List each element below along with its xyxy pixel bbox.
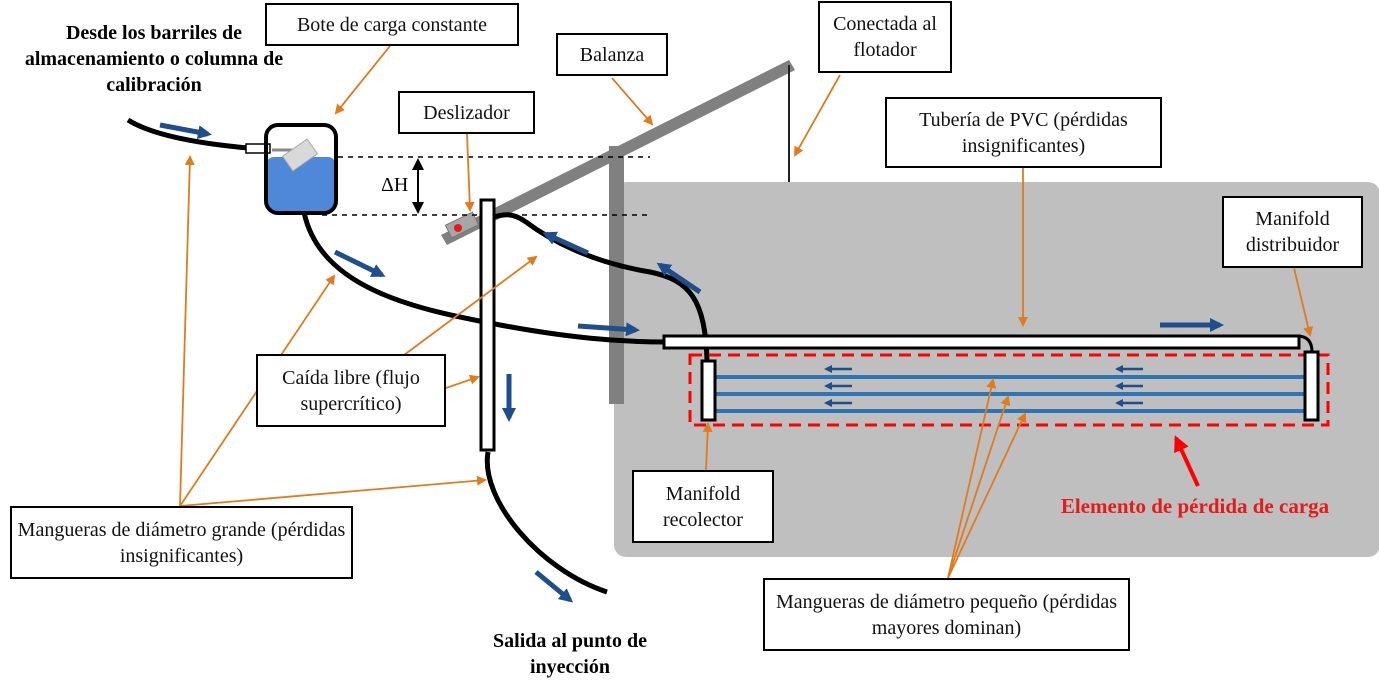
tank-water xyxy=(266,157,336,212)
source-label: Desde los barriles de almacenamiento o c… xyxy=(24,22,284,96)
balance-label: Balanza xyxy=(556,33,668,76)
inlet-hose xyxy=(126,117,249,151)
float-label: Conectada al flotador xyxy=(818,1,952,73)
free-fall-label: Caída libre (flujo supercrítico) xyxy=(256,354,446,427)
outlet-label: Salida al punto de inyección xyxy=(493,630,647,678)
large-hoses-label: Mangueras de diámetro grande (pérdidas i… xyxy=(10,506,353,579)
flow-arrows xyxy=(159,122,1224,603)
collector-manifold xyxy=(700,359,717,422)
small-flow-arrows xyxy=(824,365,1143,407)
manifold-distributor-label: Manifold distribuidor xyxy=(1222,196,1363,268)
manifold-collector-label: Manifold recolector xyxy=(632,470,774,543)
outlet-hose xyxy=(484,451,608,595)
slider-dot xyxy=(454,224,462,232)
delta-h-label: ΔH xyxy=(381,174,409,196)
return-hose xyxy=(489,212,710,361)
constant-head-label: Bote de carga constante xyxy=(265,3,519,46)
slider-label: Deslizador xyxy=(398,91,535,134)
inlet-nozzle xyxy=(245,143,271,154)
head-loss-label: Elemento de pérdida de carga xyxy=(1060,494,1330,518)
tank-float xyxy=(281,138,319,172)
small-hoses-label: Mangueras de diámetro pequeño (pérdidas … xyxy=(763,578,1130,651)
balance-arm xyxy=(441,60,795,245)
constant-head-tank xyxy=(264,123,338,215)
balance-post xyxy=(609,146,624,404)
head-loss-arrow xyxy=(1174,435,1200,487)
pvc-pipe-label: Tubería de PVC (pérdidas insignificantes… xyxy=(885,97,1162,168)
head-loss-box xyxy=(688,353,1330,427)
free-fall-pipe xyxy=(479,198,496,452)
pvc-pipe xyxy=(662,334,1301,350)
slider-block xyxy=(444,211,480,239)
distributor-manifold xyxy=(1303,350,1320,422)
